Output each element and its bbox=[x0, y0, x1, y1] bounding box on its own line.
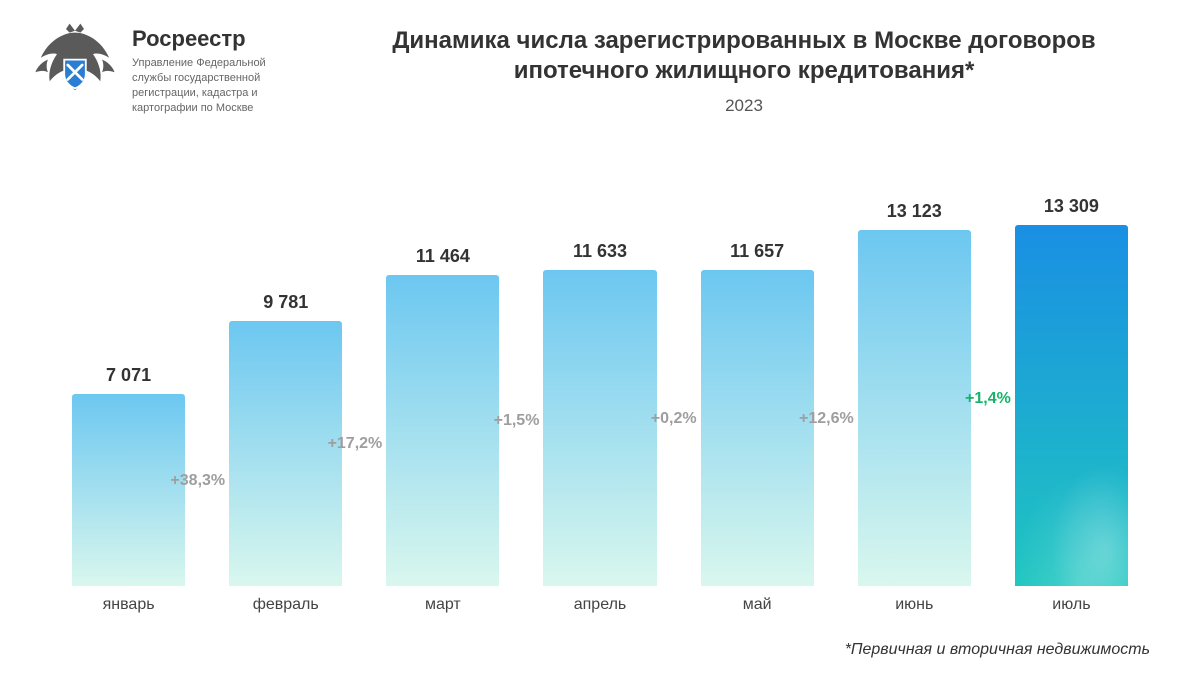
footnote: *Первичная и вторичная недвижимость bbox=[845, 641, 1150, 659]
bar-column: 7 071+38,3% bbox=[50, 156, 207, 586]
bar bbox=[72, 394, 185, 586]
bar-column: 13 123+1,4% bbox=[836, 156, 993, 586]
logo-block: Росреестр Управление Федеральной службы … bbox=[30, 20, 330, 115]
header: Росреестр Управление Федеральной службы … bbox=[0, 0, 1200, 126]
bar-column: 11 633+0,2% bbox=[521, 156, 678, 586]
bar-chart: 7 071+38,3%9 781+17,2%11 464+1,5%11 633+… bbox=[50, 156, 1150, 586]
bar-value-label: 11 633 bbox=[573, 241, 627, 262]
bar bbox=[701, 270, 814, 586]
chart-title: Динамика числа зарегистрированных в Моск… bbox=[348, 26, 1140, 86]
x-axis-label: март bbox=[364, 596, 521, 614]
bar-column: 13 309 bbox=[993, 156, 1150, 586]
title-block: Динамика числа зарегистрированных в Моск… bbox=[348, 20, 1170, 116]
x-axis: январьфевральмартапрельмайиюньиюль bbox=[50, 596, 1150, 614]
bar-value-label: 13 309 bbox=[1044, 196, 1099, 217]
x-axis-label: апрель bbox=[521, 596, 678, 614]
rosreestr-eagle-icon bbox=[30, 20, 120, 110]
bar bbox=[229, 321, 342, 586]
org-subtitle: Управление Федеральной службы государств… bbox=[132, 56, 302, 115]
bar bbox=[386, 275, 499, 586]
bar-value-label: 13 123 bbox=[887, 201, 942, 222]
org-name: Росреестр bbox=[132, 26, 302, 52]
bar-highlight bbox=[1015, 225, 1128, 586]
x-axis-label: июнь bbox=[836, 596, 993, 614]
x-axis-label: июль bbox=[993, 596, 1150, 614]
bar-value-label: 7 071 bbox=[106, 365, 151, 386]
bar-value-label: 11 464 bbox=[416, 246, 470, 267]
bar bbox=[858, 230, 971, 586]
x-axis-label: февраль bbox=[207, 596, 364, 614]
org-text: Росреестр Управление Федеральной службы … bbox=[132, 20, 302, 115]
bar-column: 9 781+17,2% bbox=[207, 156, 364, 586]
bar-column: 11 464+1,5% bbox=[364, 156, 521, 586]
x-axis-label: январь bbox=[50, 596, 207, 614]
bar-value-label: 9 781 bbox=[263, 292, 308, 313]
x-axis-label: май bbox=[679, 596, 836, 614]
bar-value-label: 11 657 bbox=[730, 241, 784, 262]
chart-subtitle: 2023 bbox=[348, 96, 1140, 116]
bar bbox=[543, 270, 656, 586]
bar-column: 11 657+12,6% bbox=[679, 156, 836, 586]
